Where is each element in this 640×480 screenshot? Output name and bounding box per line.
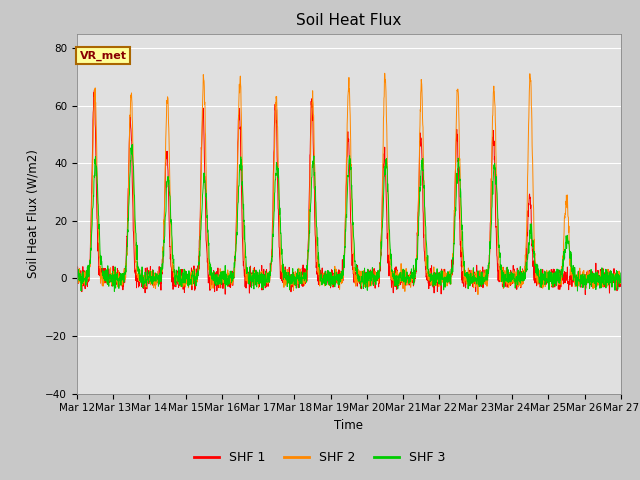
SHF 2 <box>570 275 577 281</box>
SHF 3 <box>365 278 372 284</box>
SHF 2 <box>376 262 384 267</box>
SHF 3 <box>617 270 625 276</box>
X-axis label: Time: Time <box>334 419 364 432</box>
SHF 2 <box>365 284 372 289</box>
SHF 2 <box>225 278 232 284</box>
SHF 3 <box>377 255 385 261</box>
SHF 2 <box>474 292 482 298</box>
Line: SHF 3: SHF 3 <box>77 144 621 291</box>
SHF 3 <box>129 142 136 147</box>
SHF 1 <box>73 266 81 272</box>
SHF 3 <box>584 280 592 286</box>
SHF 1 <box>365 267 372 273</box>
SHF 1 <box>569 276 577 281</box>
SHF 1 <box>507 280 515 286</box>
SHF 1 <box>225 274 232 280</box>
Y-axis label: Soil Heat Flux (W/m2): Soil Heat Flux (W/m2) <box>27 149 40 278</box>
SHF 3 <box>225 281 233 287</box>
SHF 1 <box>617 283 625 289</box>
SHF 2 <box>584 280 592 286</box>
SHF 1 <box>584 272 592 277</box>
Legend: SHF 1, SHF 2, SHF 3: SHF 1, SHF 2, SHF 3 <box>189 446 451 469</box>
SHF 1 <box>581 292 589 298</box>
Line: SHF 1: SHF 1 <box>77 90 621 295</box>
SHF 2 <box>381 71 388 76</box>
SHF 2 <box>508 282 515 288</box>
SHF 3 <box>570 263 577 268</box>
SHF 1 <box>91 87 99 93</box>
SHF 3 <box>73 273 81 278</box>
SHF 2 <box>617 276 625 282</box>
SHF 3 <box>111 288 118 294</box>
Title: Soil Heat Flux: Soil Heat Flux <box>296 13 401 28</box>
SHF 2 <box>73 279 81 285</box>
Text: VR_met: VR_met <box>79 51 127 61</box>
SHF 3 <box>508 269 515 275</box>
SHF 1 <box>376 264 384 270</box>
Line: SHF 2: SHF 2 <box>77 73 621 295</box>
